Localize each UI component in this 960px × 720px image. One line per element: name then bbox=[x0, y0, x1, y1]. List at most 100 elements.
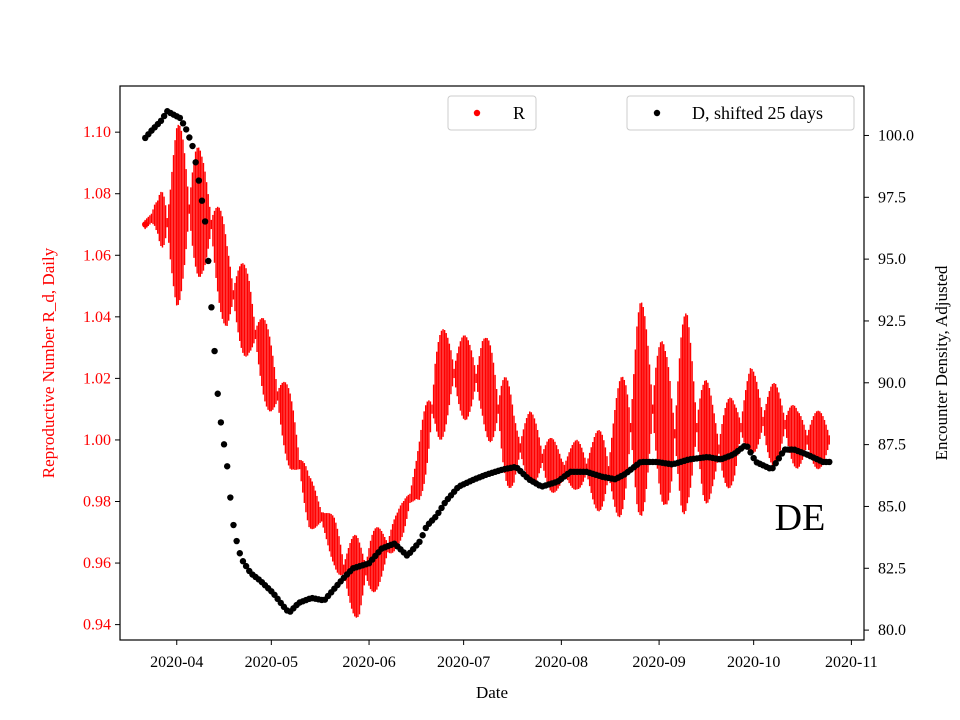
left-y-tick-label: 1.00 bbox=[83, 432, 111, 449]
r-band-segment bbox=[538, 437, 540, 474]
r-band-segment bbox=[196, 147, 198, 274]
r-band-segment bbox=[436, 351, 438, 432]
r-band-segment bbox=[656, 355, 659, 469]
r-band-segment bbox=[407, 494, 410, 512]
r-band-segment bbox=[212, 214, 214, 247]
r-band-segment bbox=[314, 490, 317, 528]
r-band-segment bbox=[253, 316, 255, 344]
r-band-segment bbox=[302, 461, 304, 493]
r-band-segment bbox=[823, 419, 826, 460]
r-band-segment bbox=[541, 453, 544, 464]
r-band-segment bbox=[235, 276, 238, 323]
r-band-segment bbox=[395, 515, 397, 549]
r-band-segment bbox=[826, 429, 829, 451]
r-band-segment bbox=[264, 320, 266, 402]
r-band-segment bbox=[535, 423, 537, 481]
r-band-segment bbox=[390, 529, 392, 554]
r-band-segment bbox=[462, 335, 465, 419]
r-band-segment bbox=[510, 394, 512, 488]
r-band-segment bbox=[278, 387, 280, 413]
r-band-segment bbox=[573, 442, 575, 490]
r-band-segment bbox=[754, 375, 756, 452]
x-axis-label: Date bbox=[476, 683, 508, 702]
r-band-segment bbox=[771, 383, 774, 466]
d-point bbox=[826, 458, 833, 466]
r-band-segment bbox=[674, 429, 676, 439]
r-band-segment bbox=[688, 327, 690, 498]
legend-r-box bbox=[447, 95, 537, 131]
r-band-segment bbox=[231, 278, 233, 307]
r-band-segment bbox=[161, 192, 164, 248]
r-band-segment bbox=[681, 324, 684, 513]
r-band-segment bbox=[320, 512, 323, 522]
right-y-axis-label: Encounter Density, Adjusted bbox=[932, 265, 951, 460]
r-band-segment bbox=[551, 438, 553, 493]
r-band-segment bbox=[704, 380, 706, 501]
r-band-segment bbox=[270, 345, 272, 412]
r-band-segment bbox=[828, 435, 830, 445]
d-point bbox=[230, 521, 237, 529]
r-band-segment bbox=[404, 498, 406, 527]
d-point bbox=[186, 134, 193, 141]
r-band-segment bbox=[792, 404, 794, 464]
r-band-segment bbox=[555, 445, 558, 491]
x-tick-label: 2020-08 bbox=[535, 654, 588, 671]
r-band-segment bbox=[201, 156, 203, 274]
r-band-segment bbox=[618, 381, 621, 518]
r-band-segment bbox=[670, 398, 673, 482]
r-band-segment bbox=[801, 419, 804, 460]
r-band-segment bbox=[505, 377, 507, 481]
r-band-segment bbox=[629, 423, 632, 433]
r-band-segment bbox=[268, 336, 271, 412]
r-band-segment bbox=[418, 441, 421, 500]
r-band-segment bbox=[335, 522, 337, 570]
d-point bbox=[179, 120, 187, 127]
r-band-segment bbox=[261, 318, 263, 386]
r-band-segment bbox=[488, 340, 490, 441]
r-band-segment bbox=[588, 452, 591, 487]
r-band-segment bbox=[470, 350, 473, 407]
d-point bbox=[157, 117, 165, 125]
r-band-segment bbox=[417, 451, 419, 500]
left-y-tick-label: 0.94 bbox=[83, 617, 111, 634]
r-band-segment bbox=[451, 359, 454, 387]
left-y-tick-label: 1.08 bbox=[83, 186, 111, 203]
r-band-segment bbox=[811, 419, 813, 460]
r-band-segment bbox=[239, 266, 241, 341]
r-band-segment bbox=[721, 424, 723, 471]
r-band-segment bbox=[358, 542, 361, 615]
r-band-segment bbox=[185, 169, 187, 250]
r-band-segment bbox=[615, 398, 618, 513]
r-band-segment bbox=[316, 495, 318, 527]
r-band-segment bbox=[804, 429, 807, 451]
r-band-segment bbox=[330, 513, 332, 557]
r-band-segment bbox=[642, 307, 644, 512]
r-band-segment bbox=[166, 218, 168, 228]
r-band-segment bbox=[410, 485, 413, 503]
r-band-segment bbox=[363, 559, 365, 586]
r-band-segment bbox=[486, 338, 488, 438]
r-band-segment bbox=[549, 437, 551, 491]
r-band-segment bbox=[645, 329, 648, 489]
d-point bbox=[435, 509, 442, 517]
r-band-segment bbox=[730, 398, 733, 486]
r-band-segment bbox=[232, 290, 235, 300]
r-band-segment bbox=[609, 452, 611, 484]
r-band-segment bbox=[694, 402, 696, 447]
r-band-segment bbox=[530, 412, 533, 484]
d-point bbox=[438, 504, 445, 512]
r-band-segment bbox=[484, 337, 487, 432]
r-band-segment bbox=[480, 348, 482, 409]
r-band-segment bbox=[243, 264, 246, 356]
legend-d-marker bbox=[653, 109, 661, 117]
r-band-segment bbox=[607, 466, 610, 476]
r-band-segment bbox=[473, 365, 476, 392]
r-band-segment bbox=[175, 128, 178, 306]
r-band-segment bbox=[664, 351, 667, 505]
r-band-segment bbox=[440, 330, 443, 440]
left-y-axis: 0.94 0.96 0.98 1.00 1.02 1.04 1.06 1.08 1.10 bbox=[83, 124, 120, 634]
r-band-segment bbox=[226, 246, 228, 326]
r-band-segment bbox=[283, 381, 285, 446]
r-band-segment bbox=[640, 302, 643, 516]
r-band-segment bbox=[292, 410, 295, 470]
